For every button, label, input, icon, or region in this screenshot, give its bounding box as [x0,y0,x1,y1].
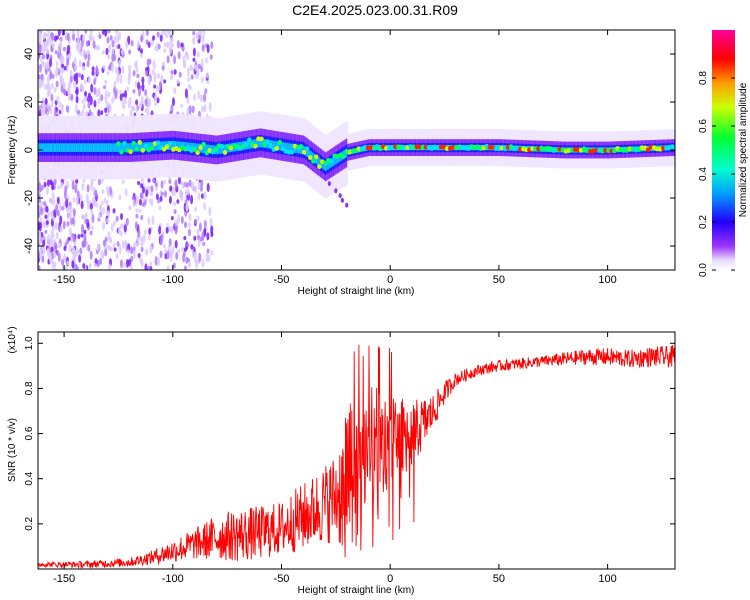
colorbar-ticks: 0.0 0.2 0.4 0.6 0.8 [698,71,735,277]
x-tick-label: 100 [598,274,616,286]
colorbar-tick-label: 0.8 [698,71,709,85]
y-tick-label: 40 [23,48,35,60]
snr-scale-label: (x10⁴) [7,326,18,353]
colorbar-tick-label: 0.2 [698,215,709,229]
figure-title: C2E4.2025.023.00.31.R09 [292,2,458,18]
x-tick-label: 50 [493,274,505,286]
x-tick-label: 50 [493,573,505,585]
spectrogram-panel: -150 -100 -50 0 50 100 -40 -20 0 20 40 Height of … [7,29,676,297]
snr-frame [37,331,676,570]
colorbar-tick-label: 0.4 [698,167,709,181]
x-tick-label: 100 [598,573,616,585]
snr-panel: -150 -100 -50 0 50 100 0.2 0.4 0.6 0.8 1.0 Height… [7,326,676,596]
snr-y-label: SNR (10 * v/v) [7,418,18,482]
y-tick-label: -20 [23,190,35,206]
colorbar-tick-label: 0.6 [698,119,709,133]
snr-series [38,344,675,569]
x-tick-label: -100 [162,274,184,286]
y-tick-label: 0.6 [24,426,35,440]
snr-y-ticks: 0.2 0.4 0.6 0.8 1.0 [24,336,675,531]
snr-x-ticks: -150 -100 -50 0 50 100 [53,332,617,585]
x-tick-label: -50 [274,274,290,286]
x-tick-label: -150 [53,573,75,585]
colorbar-tick-label: 0.0 [698,263,709,277]
spectrogram-heatmap [38,30,675,270]
y-tick-label: 0.4 [24,471,35,485]
snr-x-label: Height of straight line (km) [298,585,415,596]
snr-line [38,344,675,569]
y-tick-label: 0.8 [24,381,35,395]
x-tick-label: 0 [387,274,393,286]
y-tick-label: 1.0 [24,336,35,350]
y-tick-label: 0 [23,147,35,153]
y-tick-label: 0.2 [24,516,35,530]
x-tick-label: 0 [387,573,393,585]
colorbar-label: Normalized spectral amplitude [738,82,749,217]
colorbar-gradient [712,30,735,270]
x-tick-label: -50 [274,573,290,585]
spectrogram-y-label: Frequency (Hz) [7,116,18,185]
colorbar: 0.0 0.2 0.4 0.6 0.8 Normalized spectral ampl… [698,30,749,277]
x-tick-label: -150 [53,274,75,286]
y-tick-label: -40 [23,238,35,254]
spectrogram-y-ticks: -40 -20 0 20 40 [23,48,675,254]
y-tick-label: 20 [23,96,35,108]
x-tick-label: -100 [162,573,184,585]
spectrogram-x-label: Height of straight line (km) [298,286,415,297]
spectrogram-x-ticks: -150 -100 -50 0 50 100 [53,30,617,286]
